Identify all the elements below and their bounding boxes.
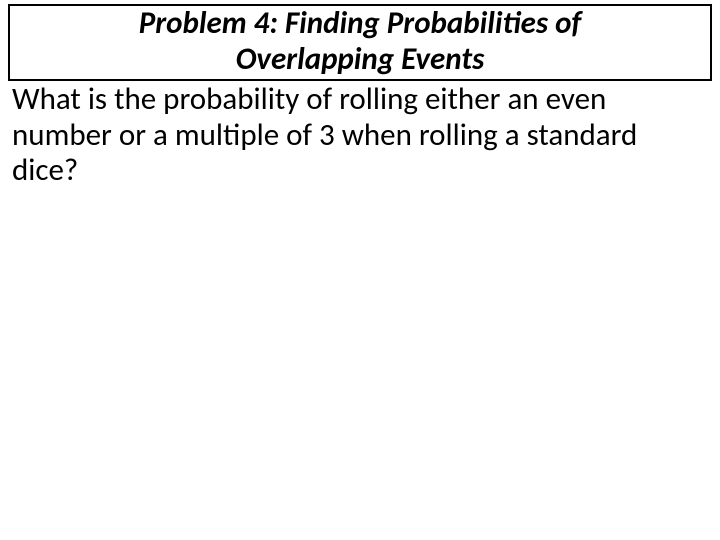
slide: Problem 4: Finding Probabilities of Over… [0, 0, 720, 540]
body-box: What is the probability of rolling eithe… [12, 82, 708, 189]
body-text: What is the probability of rolling eithe… [12, 82, 708, 189]
title-line-1: Problem 4: Finding Probabilities of [139, 4, 582, 42]
title-box: Problem 4: Finding Probabilities of Over… [8, 4, 712, 81]
title-line-2: Overlapping Events [236, 40, 485, 78]
title-text: Problem 4: Finding Probabilities of Over… [16, 6, 704, 77]
